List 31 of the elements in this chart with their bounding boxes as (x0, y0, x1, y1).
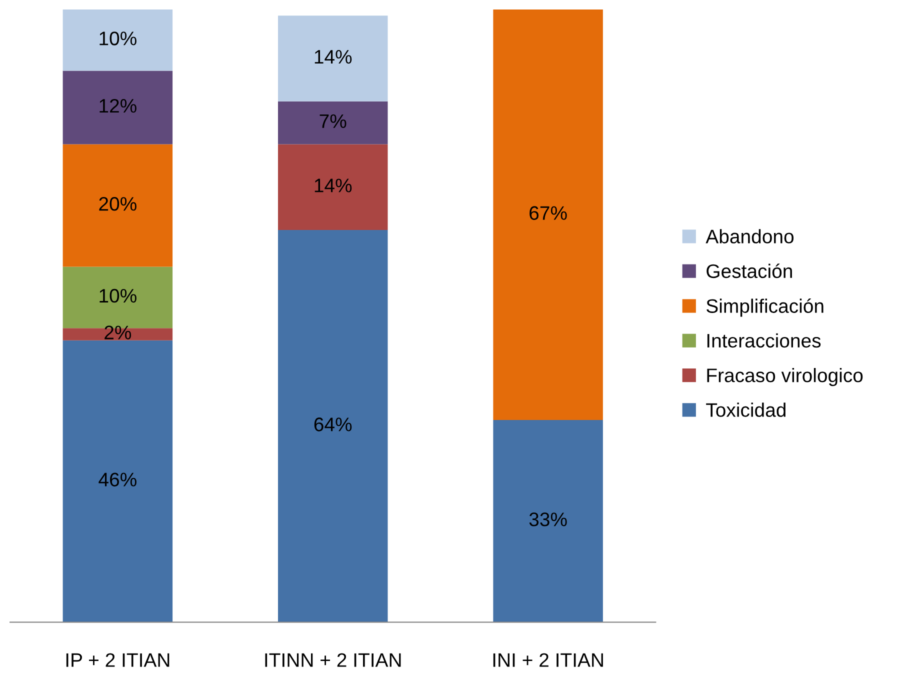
data-label: 20% (99, 196, 136, 211)
bar (62, 9, 173, 71)
bar (62, 144, 173, 267)
data-label: 33% (529, 512, 567, 526)
bar (62, 340, 173, 622)
bar (278, 230, 388, 622)
data-label: 14% (314, 178, 352, 192)
data-label: 64% (314, 418, 352, 432)
bar (493, 9, 603, 420)
legend-label: Gestación (706, 264, 792, 278)
data-label: 14% (314, 50, 352, 64)
data-label: 2% (104, 326, 132, 340)
data-label: 67% (530, 206, 567, 220)
bar (62, 70, 173, 144)
bar (278, 16, 388, 102)
x-tick-label: IP + 2 ITIAN (66, 653, 170, 667)
data-label: 7% (320, 114, 346, 128)
data-label: 12% (100, 98, 136, 113)
legend-label: Fracaso virologico (707, 368, 863, 386)
bar (493, 420, 603, 622)
legend-label: Simplificación (706, 298, 824, 317)
bar (278, 144, 388, 230)
data-label: 10% (100, 32, 136, 46)
x-tick-label: ITINN + 2 ITIAN (265, 653, 401, 667)
x-tick-label: INI + 2 ITIAN (493, 653, 603, 667)
data-label: 10% (100, 288, 136, 303)
legend-label: Interacciones (707, 333, 821, 348)
legend-label: Toxicidad (706, 402, 786, 417)
bar (278, 101, 388, 144)
legend-label: Abandono (706, 229, 794, 244)
data-label: 46% (98, 472, 136, 486)
